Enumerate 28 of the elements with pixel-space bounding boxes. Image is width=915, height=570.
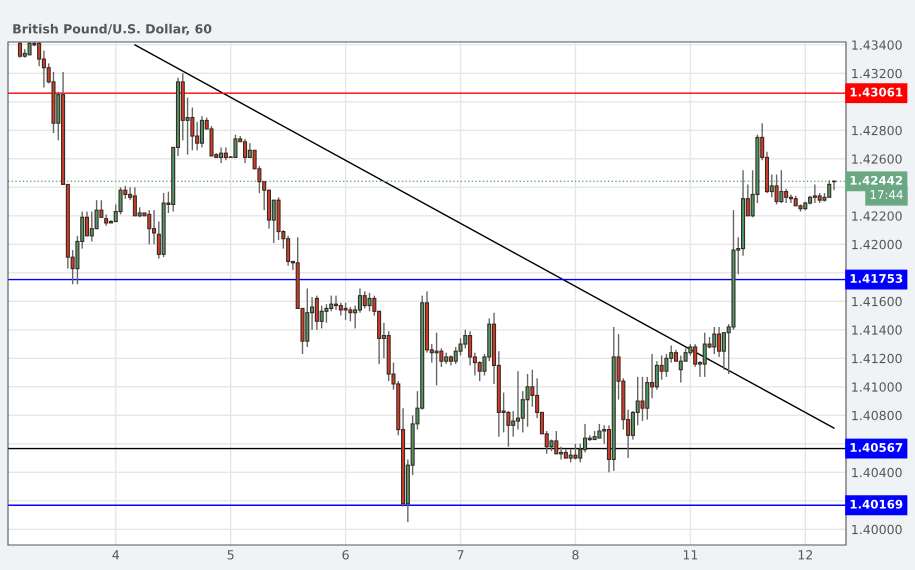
y-tick-label: 1.42000 xyxy=(852,240,902,250)
text: 17:44 xyxy=(870,190,903,199)
y-tick-label: 1.42800 xyxy=(852,126,902,136)
x-tick-label: 8 xyxy=(572,550,579,560)
y-tick-label: 1.40000 xyxy=(852,524,902,534)
ref-line-label: 1.43061 xyxy=(850,88,902,97)
ref-line-label: 1.40567 xyxy=(850,443,902,452)
y-tick-label: 1.40400 xyxy=(852,468,902,478)
x-tick-label: 5 xyxy=(228,550,234,560)
y-tick-label: 1.41400 xyxy=(852,325,902,335)
x-tick-label: 4 xyxy=(112,550,120,560)
y-tick-label: 1.41000 xyxy=(852,382,902,392)
y-tick-label: 1.42200 xyxy=(852,211,902,221)
x-tick-label: 11 xyxy=(684,550,698,560)
y-tick-label: 1.43200 xyxy=(852,68,902,78)
y-tick-label: 1.43400 xyxy=(852,40,902,50)
x-tick-label: 7 xyxy=(458,550,464,560)
x-tick-label: 6 xyxy=(342,550,349,560)
candlestick xyxy=(832,180,836,191)
x-tick-label: 12 xyxy=(798,550,812,560)
y-tick-label: 1.41200 xyxy=(852,354,902,364)
y-tick-label: 1.41600 xyxy=(852,296,902,306)
y-tick-label: 1.40800 xyxy=(852,410,902,420)
ref-line-label: 1.42442 xyxy=(850,176,902,185)
chart-title: British Pound/U.S. Dollar, 60 xyxy=(13,24,212,36)
ref-line-label: 1.40169 xyxy=(850,500,902,509)
y-tick-label: 1.42600 xyxy=(852,154,902,164)
ref-line-label: 1.41753 xyxy=(850,274,902,283)
